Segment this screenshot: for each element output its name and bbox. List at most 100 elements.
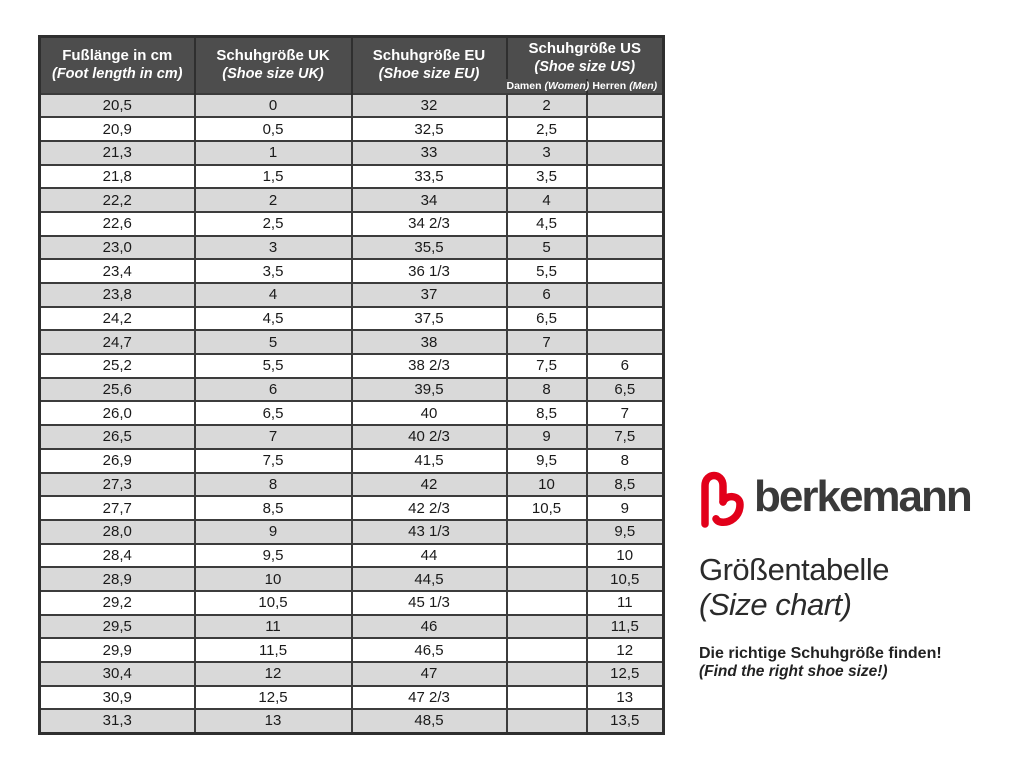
subheader-row: Damen (Women) Herren (Men) — [40, 78, 664, 94]
table-row: 20,9 0,5 32,5 2,5 — [38, 116, 665, 142]
table-cell: 11,5 — [193, 637, 353, 663]
table-cell: 13 — [193, 708, 353, 735]
header-eu-size-en: (Shoe size EU) — [378, 65, 480, 82]
tagline-en: (Find the right shoe size!) — [699, 662, 888, 680]
page-title-de: Größentabelle — [699, 552, 889, 587]
table-cell: 1,5 — [193, 163, 353, 190]
table-cell: 24,2 — [38, 305, 196, 332]
table-cell: 5,5 — [193, 353, 353, 379]
table-cell: 29,5 — [38, 613, 196, 640]
table-cell: 23,8 — [38, 282, 196, 308]
table-cell: 3,5 — [505, 163, 588, 190]
header-foot-length: Fußlänge in cm (Foot length in cm) — [39, 36, 195, 94]
table-cell: 12 — [585, 637, 665, 663]
table-cell: 6,5 — [585, 376, 665, 403]
table-cell: 9,5 — [505, 447, 588, 474]
table-cell: 13,5 — [585, 708, 665, 735]
table-cell: 22,6 — [38, 210, 196, 237]
table-cell: 33 — [350, 139, 508, 166]
table-row: 22,2 2 34 4 — [38, 187, 665, 213]
table-cell: 7 — [585, 400, 665, 427]
table-cell: 1 — [193, 139, 353, 166]
table-row: 23,0 3 35,5 5 — [38, 234, 665, 261]
table-row: 27,3 8 42 10 8,5 — [38, 471, 665, 498]
subheader-us-women-en: (Women) — [544, 79, 590, 92]
header-row: Fußlänge in cm (Foot length in cm) Schuh… — [39, 36, 664, 94]
table-cell — [585, 139, 665, 166]
table-cell — [585, 305, 665, 332]
table-cell: 11 — [585, 589, 665, 616]
table-cell: 37 — [350, 282, 508, 308]
header-uk-size-en: (Shoe size UK) — [222, 65, 324, 82]
table-cell — [585, 116, 665, 142]
table-cell: 4 — [505, 187, 588, 213]
table-cell: 38 — [350, 329, 508, 356]
table-cell: 11,5 — [585, 613, 665, 640]
table-cell: 21,3 — [38, 139, 196, 166]
table-row: 30,4 12 47 12,5 — [38, 661, 665, 687]
table-cell: 24,7 — [38, 329, 196, 356]
header-foot-length-en: (Foot length in cm) — [52, 65, 183, 82]
table-row: 28,4 9,5 44 10 — [38, 542, 665, 569]
table-cell: 44,5 — [350, 566, 508, 592]
table-cell: 47 2/3 — [350, 684, 508, 711]
table-cell — [585, 210, 665, 237]
table-cell — [505, 637, 588, 663]
table-cell: 44 — [350, 542, 508, 569]
table-cell: 48,5 — [350, 708, 508, 735]
table-cell: 8 — [193, 471, 353, 498]
table-cell: 4 — [193, 282, 353, 308]
table-cell: 8,5 — [585, 471, 665, 498]
header-us-size-en: (Shoe size US) — [534, 58, 636, 75]
table-cell: 4,5 — [505, 210, 588, 237]
table-cell: 7,5 — [505, 353, 588, 379]
table-row: 31,3 13 48,5 13,5 — [38, 708, 665, 735]
subheader-us-men-de: Herren — [592, 79, 627, 92]
size-chart-body: 20,5 0 32 2 20,9 0,5 32,5 2,5 21,3 1 33 3 21,8 1,5 33,… — [38, 92, 665, 735]
table-cell: 0,5 — [193, 116, 353, 142]
table-row: 21,8 1,5 33,5 3,5 — [38, 163, 665, 190]
table-cell: 10 — [585, 542, 665, 569]
table-row: 27,7 8,5 42 2/3 10,5 9 — [38, 495, 665, 521]
table-cell: 7 — [505, 329, 588, 356]
table-row: 24,7 5 38 7 — [38, 329, 665, 356]
table-cell — [585, 234, 665, 261]
table-cell: 8,5 — [505, 400, 588, 427]
table-cell: 30,9 — [38, 684, 196, 711]
table-row: 21,3 1 33 3 — [38, 139, 665, 166]
table-cell — [585, 187, 665, 213]
table-cell — [505, 661, 588, 687]
table-cell: 9 — [193, 518, 353, 545]
table-cell — [585, 258, 665, 284]
table-cell: 5,5 — [505, 258, 588, 284]
table-cell — [585, 329, 665, 356]
table-cell: 6 — [585, 353, 665, 379]
table-cell: 27,3 — [38, 471, 196, 498]
table-cell: 34 — [350, 187, 508, 213]
table-cell: 5 — [505, 234, 588, 261]
table-cell — [585, 92, 665, 119]
table-cell: 28,9 — [38, 566, 196, 592]
table-cell: 46 — [350, 613, 508, 640]
header-eu-size: Schuhgröße EU (Shoe size EU) — [350, 36, 507, 94]
table-cell: 38 2/3 — [350, 353, 508, 379]
table-cell: 9 — [505, 424, 588, 450]
table-row: 29,9 11,5 46,5 12 — [38, 637, 665, 663]
header-us-size-de: Schuhgröße US — [528, 40, 642, 58]
table-header: Fußlänge in cm (Foot length in cm) Schuh… — [39, 36, 664, 94]
table-cell: 11 — [193, 613, 353, 640]
table-cell: 6,5 — [505, 305, 588, 332]
table-cell: 26,0 — [38, 400, 196, 427]
table-cell: 10,5 — [193, 589, 353, 616]
tagline-de: Die richtige Schuhgröße finden! — [699, 645, 942, 662]
table-cell: 12,5 — [585, 661, 665, 687]
subheader-us-men: Herren (Men) — [585, 78, 664, 94]
table-cell: 3 — [505, 139, 588, 166]
table-cell: 12 — [193, 661, 353, 687]
table-cell: 40 — [350, 400, 508, 427]
table-cell: 9 — [585, 495, 665, 521]
header-uk-size: Schuhgröße UK (Shoe size UK) — [193, 36, 352, 94]
table-row: 26,9 7,5 41,5 9,5 8 — [38, 447, 665, 474]
subheader-us-men-en: (Men) — [629, 79, 658, 92]
branding-block: berkemann Größentabelle (Size chart) Die… — [699, 470, 1019, 680]
